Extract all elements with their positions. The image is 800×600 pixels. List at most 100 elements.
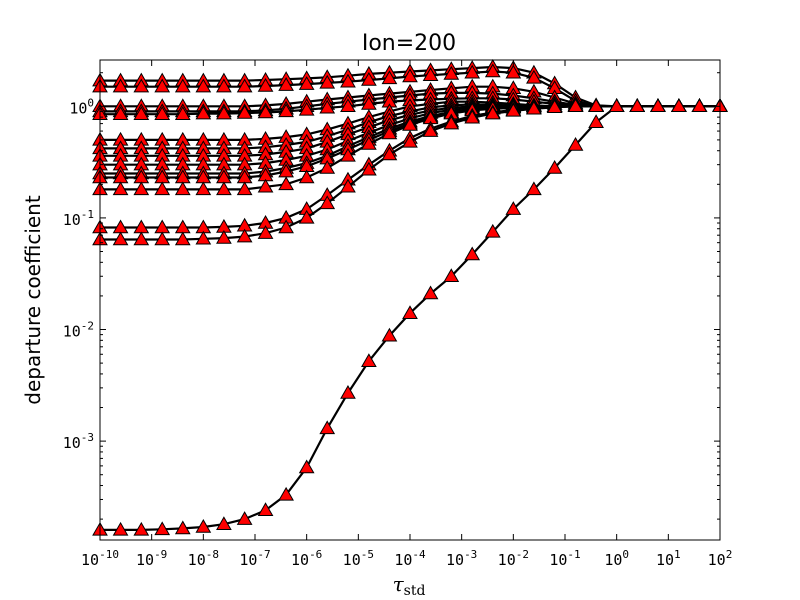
data-point-marker xyxy=(526,100,542,115)
data-point-marker xyxy=(278,486,294,501)
data-point-marker xyxy=(567,98,584,113)
data-point-marker xyxy=(112,231,129,246)
data-point-marker xyxy=(381,327,398,342)
data-point-marker xyxy=(216,78,232,93)
data-point-marker xyxy=(112,521,129,536)
data-point-marker xyxy=(361,161,377,176)
data-point-marker xyxy=(278,77,294,91)
data-point-marker xyxy=(422,123,439,137)
y-axis-label: departure coefficient xyxy=(21,195,45,405)
data-point-marker xyxy=(381,70,398,85)
data-point-marker xyxy=(319,160,336,174)
data-point-marker xyxy=(154,181,171,196)
data-point-marker xyxy=(154,231,171,246)
data-point-marker xyxy=(298,459,315,474)
data-point-marker xyxy=(195,181,212,196)
data-point-marker xyxy=(484,105,501,120)
data-point-marker xyxy=(298,101,315,116)
data-point-marker xyxy=(340,147,356,162)
data-point-marker xyxy=(133,106,150,120)
data-point-marker xyxy=(154,106,171,120)
data-point-marker xyxy=(257,104,274,119)
y-tick-label: 10-3 xyxy=(63,431,94,452)
data-point-marker xyxy=(174,231,191,246)
data-point-marker xyxy=(154,521,171,536)
data-point-marker xyxy=(546,160,563,174)
data-point-marker xyxy=(174,181,191,196)
data-point-marker xyxy=(236,105,253,119)
x-axis-label-subscript: std xyxy=(404,583,426,599)
data-point-marker xyxy=(505,201,522,215)
data-point-marker xyxy=(422,67,439,81)
data-point-marker xyxy=(278,103,294,118)
data-point-marker xyxy=(216,181,232,196)
x-tick-label: 10-6 xyxy=(291,548,322,569)
y-tick-label: 10-1 xyxy=(63,208,94,229)
data-point-marker xyxy=(195,78,212,93)
data-point-marker xyxy=(505,64,522,79)
data-point-marker xyxy=(484,63,501,78)
data-point-marker xyxy=(112,106,129,120)
data-point-marker xyxy=(236,181,253,196)
data-point-marker xyxy=(195,518,212,533)
data-point-marker xyxy=(443,115,460,130)
data-point-marker xyxy=(567,137,584,151)
data-point-marker xyxy=(402,68,418,83)
data-point-marker xyxy=(195,230,212,245)
data-point-marker xyxy=(133,231,150,246)
data-point-marker xyxy=(112,78,129,93)
data-point-marker xyxy=(133,78,150,93)
data-point-marker xyxy=(319,99,336,114)
data-point-marker xyxy=(174,106,191,120)
data-point-marker xyxy=(216,230,232,244)
data-point-marker xyxy=(629,98,646,113)
y-tick-label: 100 xyxy=(69,96,94,117)
data-point-marker xyxy=(361,353,377,367)
data-point-marker xyxy=(484,223,501,238)
data-point-marker xyxy=(340,73,356,88)
data-point-marker xyxy=(112,181,129,196)
x-tick-label: 101 xyxy=(656,548,681,569)
series-14 xyxy=(92,98,728,536)
data-point-marker xyxy=(464,109,481,124)
data-point-marker xyxy=(340,178,356,193)
data-point-marker xyxy=(505,102,522,117)
data-point-marker xyxy=(154,78,171,93)
data-point-marker xyxy=(402,305,418,319)
data-point-marker xyxy=(236,78,253,93)
data-point-marker xyxy=(195,105,212,120)
data-point-marker xyxy=(319,420,336,435)
data-point-marker xyxy=(361,72,377,86)
data-point-marker xyxy=(381,125,398,140)
chart-title: Ion=200 xyxy=(362,31,456,56)
x-tick-label: 10-10 xyxy=(81,548,119,569)
tick-layer: 10-10 10-9 10-8 10-7 10-6 10-5 10-4 10-3 10-2 10-… xyxy=(63,60,732,569)
data-point-marker xyxy=(257,225,274,239)
x-tick-label: 10-3 xyxy=(446,548,477,569)
data-point-marker xyxy=(588,98,604,113)
data-point-marker xyxy=(588,114,604,128)
data-point-marker xyxy=(526,181,542,196)
data-point-marker xyxy=(174,78,191,93)
data-point-marker xyxy=(257,78,274,92)
data-point-marker xyxy=(464,246,481,261)
data-point-marker xyxy=(174,520,191,535)
x-tick-label: 10-2 xyxy=(498,548,529,569)
data-point-marker xyxy=(381,146,398,161)
data-point-marker xyxy=(298,209,315,224)
data-point-marker xyxy=(319,74,336,89)
data-point-marker xyxy=(133,181,150,196)
x-tick-label: 10-7 xyxy=(239,548,270,569)
data-point-marker xyxy=(546,99,563,114)
data-point-marker xyxy=(298,169,315,184)
data-point-marker xyxy=(443,65,460,80)
x-tick-label: 10-5 xyxy=(343,548,374,569)
data-point-marker xyxy=(278,219,294,234)
x-tick-label: 10-4 xyxy=(394,548,426,569)
x-axis-label: τstd xyxy=(393,572,426,599)
data-point-marker xyxy=(402,133,418,148)
x-tick-label: 10-1 xyxy=(549,548,580,569)
data-point-marker xyxy=(257,178,274,193)
data-point-marker xyxy=(671,98,687,113)
